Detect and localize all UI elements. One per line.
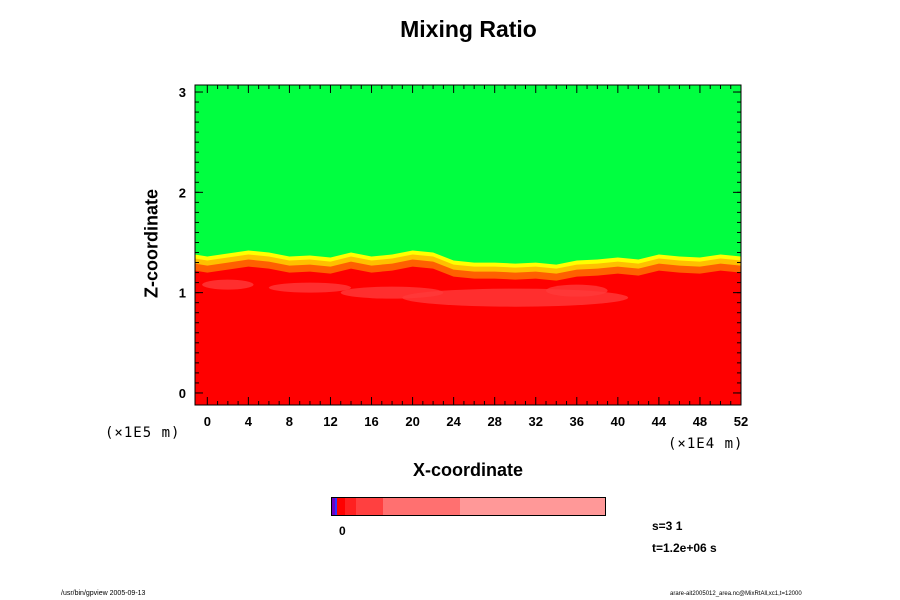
plume-1 bbox=[340, 286, 444, 299]
x-tick-label: 4 bbox=[245, 414, 253, 429]
x-unit-label: (×1E4 m) bbox=[668, 436, 744, 452]
footer-left: /usr/bin/gpview 2005-09-13 bbox=[61, 590, 146, 597]
colorbar bbox=[331, 497, 606, 516]
x-axis-ticks: 0 4 8 12 16 20 24 28 32 36 40 44 48 52 bbox=[204, 85, 748, 429]
x-tick-label: 16 bbox=[364, 414, 378, 429]
colorbar-segment bbox=[459, 498, 605, 515]
x-axis-label: X-coordinate bbox=[412, 460, 523, 480]
y-tick-label: 3 bbox=[179, 85, 186, 100]
time-label: t=1.2e+06 s bbox=[652, 541, 717, 555]
x-tick-label: 40 bbox=[611, 414, 625, 429]
y-tick-label: 1 bbox=[179, 286, 186, 301]
x-tick-label: 32 bbox=[529, 414, 543, 429]
x-tick-label: 44 bbox=[652, 414, 667, 429]
colorbar-segment bbox=[337, 498, 346, 515]
y-tick-label: 2 bbox=[179, 185, 186, 200]
y-tick-label: 0 bbox=[179, 386, 186, 401]
x-tick-label: 8 bbox=[286, 414, 293, 429]
x-tick-label: 24 bbox=[446, 414, 461, 429]
colorbar-segment bbox=[345, 498, 357, 515]
y-axis-label: Z-coordinate bbox=[141, 189, 162, 299]
footer-right: arare-ait2005012_area.nc@MixRtAll,xc1,t=… bbox=[670, 591, 802, 597]
mixing-plumes bbox=[202, 279, 629, 307]
x-tick-label: 12 bbox=[323, 414, 337, 429]
x-tick-label: 36 bbox=[570, 414, 584, 429]
heatmap-field bbox=[195, 85, 741, 405]
x-tick-label: 48 bbox=[693, 414, 707, 429]
plot-frame bbox=[194, 84, 742, 406]
y-axis-ticks: 0 1 2 3 bbox=[179, 85, 741, 401]
step-label: s=3 1 bbox=[652, 519, 683, 533]
y-unit-label: (×1E5 m) bbox=[105, 425, 181, 441]
chart-title: Mixing Ratio bbox=[400, 16, 537, 42]
x-tick-label: 28 bbox=[487, 414, 501, 429]
colorbar-segment bbox=[335, 498, 338, 515]
colorbar-segment bbox=[332, 498, 336, 515]
colorbar-segment bbox=[383, 498, 460, 515]
plume-2 bbox=[268, 282, 351, 293]
x-tick-label: 0 bbox=[204, 414, 211, 429]
x-tick-label: 20 bbox=[405, 414, 419, 429]
plume-4 bbox=[202, 279, 254, 290]
x-tick-label: 52 bbox=[734, 414, 748, 429]
plume-3 bbox=[546, 284, 608, 297]
colorbar-segment bbox=[356, 498, 384, 515]
colorbar-tick-label: 0 bbox=[339, 524, 346, 538]
